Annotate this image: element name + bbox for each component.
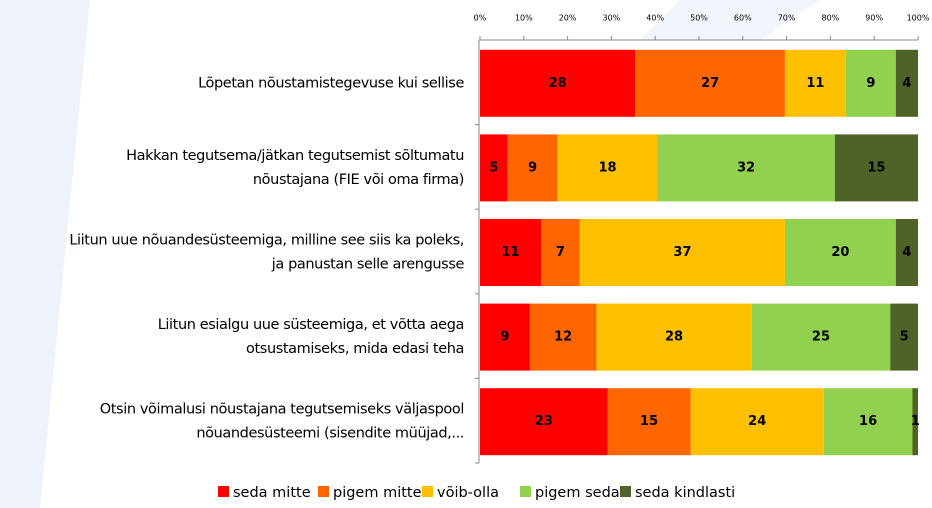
background-shape <box>0 0 90 508</box>
category-label: Liitun uue nõuandesüsteemiga, milline se… <box>69 233 464 273</box>
data-label: 12 <box>554 330 572 345</box>
bar-segment <box>912 388 918 456</box>
data-label: 28 <box>549 76 567 91</box>
bar-segment <box>784 49 846 117</box>
data-label: 9 <box>500 330 509 345</box>
x-tick-label: 40% <box>646 14 664 23</box>
bar-segment <box>579 219 785 286</box>
category-line: Lõpetan nõustamistegevuse kui sellise <box>198 75 464 91</box>
legend-swatch <box>620 486 631 497</box>
bar-segment <box>784 219 896 286</box>
legend-label: seda kindlasti <box>635 485 735 501</box>
legend-label: seda mitte <box>233 485 311 501</box>
data-label: 4 <box>902 245 911 260</box>
category-line: otsustamiseks, mida edasi teha <box>246 341 464 357</box>
legend-swatch <box>318 486 329 497</box>
bar-segment <box>690 388 824 456</box>
data-label: 20 <box>831 245 849 260</box>
data-label: 25 <box>812 330 830 345</box>
category-line: Hakkan tegutsema/jätkan tegutsemist sõlt… <box>126 148 464 164</box>
bar-segment <box>540 219 580 286</box>
bar-segment <box>480 303 530 371</box>
x-tick-label: 70% <box>778 14 796 23</box>
bar-segment <box>596 303 752 371</box>
bar-segment <box>657 134 835 202</box>
category-line: Liitun esialgu uue süsteemiga, et võtta … <box>158 317 464 333</box>
data-label: 16 <box>859 414 877 429</box>
bar-segment <box>890 303 918 371</box>
x-tick-label: 100% <box>907 14 930 23</box>
data-label: 28 <box>665 330 683 345</box>
x-tick-label: 80% <box>822 14 840 23</box>
data-label: 15 <box>867 160 885 175</box>
category-line: nõustajana (FIE või oma firma) <box>253 172 464 188</box>
background-shape <box>640 0 820 40</box>
data-label: 11 <box>806 76 824 91</box>
data-label: 4 <box>902 76 911 91</box>
x-tick-label: 20% <box>559 14 577 23</box>
legend-swatch <box>520 486 531 497</box>
data-label: 32 <box>737 160 755 175</box>
bar-segment <box>834 134 918 202</box>
x-tick-label: 60% <box>734 14 752 23</box>
data-label: 7 <box>556 245 565 260</box>
category-line: ja panustan selle arengusse <box>271 257 465 273</box>
data-label: 9 <box>528 160 537 175</box>
legend-swatch <box>218 486 229 497</box>
data-label: 9 <box>866 76 875 91</box>
legend-label: pigem mitte <box>333 485 422 501</box>
bar-segment <box>480 388 608 456</box>
data-label: 15 <box>640 414 658 429</box>
bar-segment <box>529 303 597 371</box>
x-tick-label: 90% <box>865 14 883 23</box>
bar-segment <box>480 134 508 202</box>
bar-segment <box>895 49 918 117</box>
data-label: 18 <box>598 160 616 175</box>
legend-label: võib-olla <box>437 485 499 501</box>
category-line: nõuandesüsteemi (sisendite müüjad,... <box>196 426 464 442</box>
data-label: 11 <box>501 245 519 260</box>
data-label: 5 <box>489 160 498 175</box>
bar-segment <box>480 219 541 286</box>
data-label: 5 <box>900 330 909 345</box>
bar-segment <box>607 388 691 456</box>
x-tick-label: 0% <box>474 14 487 23</box>
legend-swatch <box>422 486 433 497</box>
bar-segment <box>845 49 896 117</box>
bar-segment <box>557 134 658 202</box>
bar-segment <box>507 134 558 202</box>
bar-segment <box>823 388 913 456</box>
category-label: Hakkan tegutsema/jätkan tegutsemist sõlt… <box>126 148 464 188</box>
bar-segment <box>751 303 891 371</box>
data-label: 27 <box>701 76 719 91</box>
x-tick-label: 10% <box>515 14 533 23</box>
category-line: Liitun uue nõuandesüsteemiga, milline se… <box>69 233 464 249</box>
bar-segment <box>895 219 918 286</box>
bar-segment <box>480 49 636 117</box>
category-label: Liitun esialgu uue süsteemiga, et võtta … <box>158 317 464 357</box>
data-label: 37 <box>673 245 691 260</box>
data-label: 23 <box>535 414 553 429</box>
bar-segment <box>635 49 785 117</box>
category-label: Otsin võimalusi nõustajana tegutsemiseks… <box>100 402 464 442</box>
data-label: 24 <box>748 414 766 429</box>
category-line: Otsin võimalusi nõustajana tegutsemiseks… <box>100 402 464 418</box>
x-tick-label: 30% <box>603 14 621 23</box>
category-label: Lõpetan nõustamistegevuse kui sellise <box>198 75 464 91</box>
data-label: 1 <box>911 414 920 429</box>
x-tick-label: 50% <box>690 14 708 23</box>
legend-label: pigem seda <box>535 485 620 501</box>
